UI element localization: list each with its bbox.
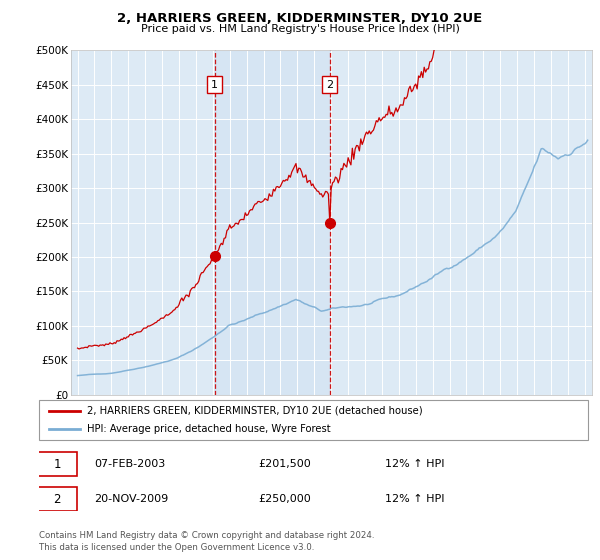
Text: 12% ↑ HPI: 12% ↑ HPI bbox=[385, 459, 445, 469]
Text: 20-NOV-2009: 20-NOV-2009 bbox=[94, 494, 168, 504]
Text: 2: 2 bbox=[53, 493, 61, 506]
Bar bbox=[215, 50, 329, 395]
Text: Price paid vs. HM Land Registry's House Price Index (HPI): Price paid vs. HM Land Registry's House … bbox=[140, 24, 460, 34]
Text: 07-FEB-2003: 07-FEB-2003 bbox=[94, 459, 165, 469]
Text: 2: 2 bbox=[326, 80, 333, 90]
Text: £250,000: £250,000 bbox=[259, 494, 311, 504]
FancyBboxPatch shape bbox=[36, 452, 77, 476]
Text: 1: 1 bbox=[211, 80, 218, 90]
FancyBboxPatch shape bbox=[39, 400, 588, 440]
Text: This data is licensed under the Open Government Licence v3.0.: This data is licensed under the Open Gov… bbox=[39, 543, 314, 552]
Text: 2, HARRIERS GREEN, KIDDERMINSTER, DY10 2UE (detached house): 2, HARRIERS GREEN, KIDDERMINSTER, DY10 2… bbox=[88, 406, 423, 416]
Text: HPI: Average price, detached house, Wyre Forest: HPI: Average price, detached house, Wyre… bbox=[88, 424, 331, 434]
Text: 1: 1 bbox=[53, 458, 61, 471]
Text: 2, HARRIERS GREEN, KIDDERMINSTER, DY10 2UE: 2, HARRIERS GREEN, KIDDERMINSTER, DY10 2… bbox=[118, 12, 482, 25]
Text: Contains HM Land Registry data © Crown copyright and database right 2024.: Contains HM Land Registry data © Crown c… bbox=[39, 531, 374, 540]
Text: £201,500: £201,500 bbox=[259, 459, 311, 469]
Text: 12% ↑ HPI: 12% ↑ HPI bbox=[385, 494, 445, 504]
FancyBboxPatch shape bbox=[36, 487, 77, 511]
